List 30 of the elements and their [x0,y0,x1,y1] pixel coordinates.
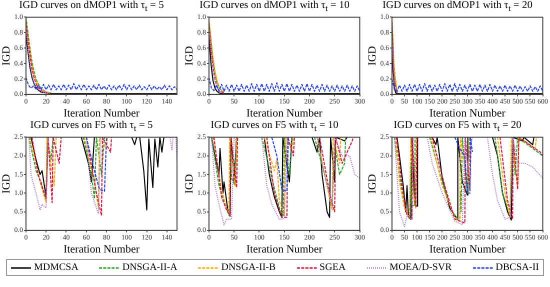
legend-label: DNSGA-II-B [220,262,276,273]
y-axis-title: IGD [0,46,12,66]
x-axis-title: Iteration Number [429,243,506,256]
legend-label: MOEA/D-SVR [388,262,452,273]
y-axis-title: IGD [183,174,196,194]
x-axis-title: Iteration Number [429,107,506,120]
y-axis-title: IGD [183,46,196,66]
chart-title: IGD curves on F5 with τ$_{t}$ = 20 [392,120,522,134]
x-axis-title: Iteration Number [246,243,323,256]
chart-title: IGD curves on F5 with τ$_{t}$ = 10 [210,120,340,134]
line-series [454,137,473,194]
x-axis-title: Iteration Number [63,243,140,256]
line-series [208,76,360,92]
legend-label: DNSGA-II-A [121,262,178,273]
line-series [86,137,108,192]
line-series [392,78,543,92]
line-series [271,137,289,192]
x-axis-title: Iteration Number [63,107,140,120]
x-axis-title: Iteration Number [246,107,323,120]
y-axis-title: IGD [366,46,378,66]
chart-title: IGD curves on dMOP1 with τ$_{t}$ = 20 [382,0,534,14]
line-series [26,76,177,90]
chart-title: IGD curves on F5 with τ$_{t}$ = 5 [29,120,154,134]
chart-title: IGD curves on dMOP1 with τ$_{t}$ = 5 [18,0,165,14]
y-axis-title: IGD [366,174,378,194]
legend-label: DBCSA-II [494,262,539,273]
legend-label: MDMCSA [33,262,78,273]
legend-label: SGEA [318,262,346,273]
chart-title: IGD curves on dMOP1 with τ$_{t}$ = 10 [198,0,350,14]
y-axis-title: IGD [0,174,12,194]
